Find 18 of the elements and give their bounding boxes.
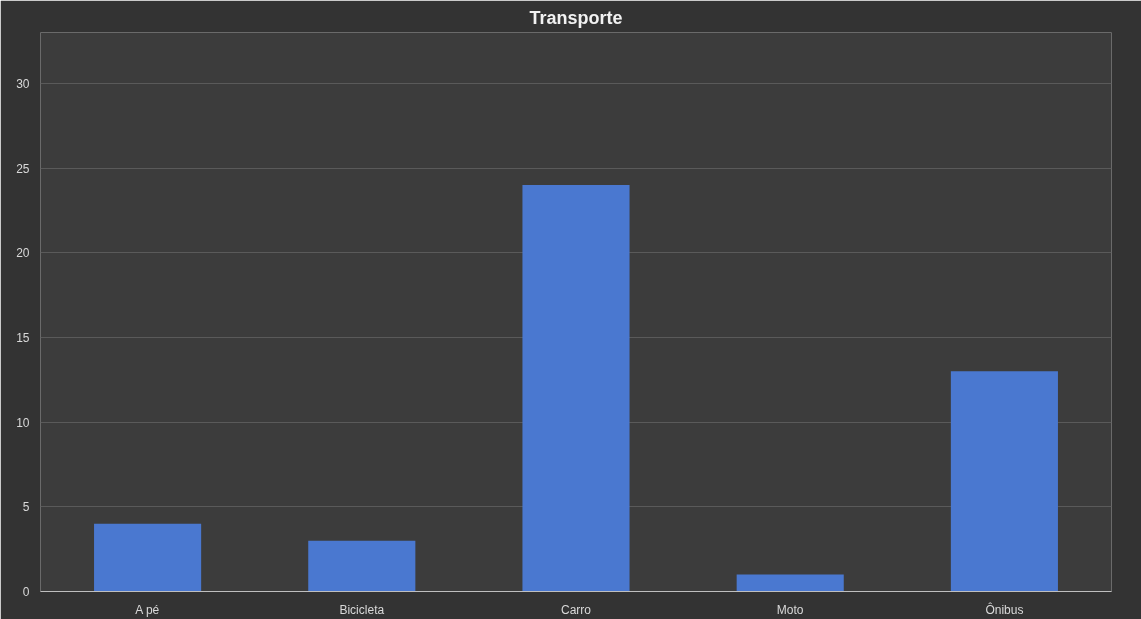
y-tick-label: 25 [16, 161, 30, 176]
y-tick-label: 15 [16, 330, 30, 345]
y-tick-label: 10 [16, 415, 30, 430]
bar [950, 371, 1058, 592]
x-tick-label: Carro [561, 602, 592, 617]
bar [522, 184, 630, 592]
bar [308, 540, 416, 592]
bar [736, 574, 844, 592]
y-tick-label: 30 [16, 76, 30, 91]
y-tick-label: 0 [22, 585, 30, 599]
x-tick-label: Ônibus [985, 601, 1024, 617]
bar [94, 523, 202, 592]
chart-title: Transporte [529, 7, 623, 28]
y-tick-label: 5 [22, 500, 30, 515]
x-tick-label: Bicicleta [339, 602, 385, 617]
x-tick-label: A pé [135, 602, 160, 617]
y-tick-label: 20 [16, 246, 30, 261]
x-tick-label: Moto [776, 602, 804, 617]
